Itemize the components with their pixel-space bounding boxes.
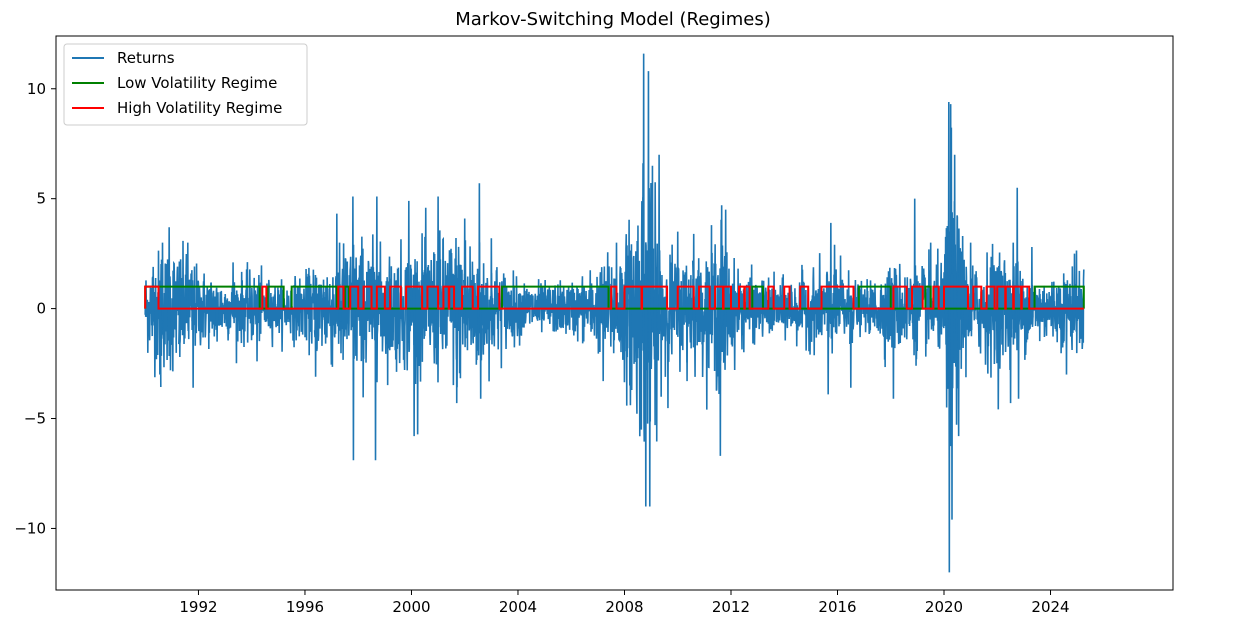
returns-spike (628, 250, 632, 386)
y-axis: 10 5 0 −5 −10 (14, 80, 56, 537)
y-tick-label: 0 (36, 300, 46, 318)
returns-spike (231, 262, 235, 317)
returns-spike (215, 294, 219, 342)
x-axis: 1992 1996 2000 2004 2008 2012 2016 2020 2024 (179, 590, 1070, 616)
returns-spike (1016, 284, 1021, 399)
returns-spike (454, 292, 459, 404)
returns-spike (691, 233, 696, 342)
x-tick-label: 2008 (605, 598, 643, 616)
returns-spike (373, 283, 378, 461)
returns-spike (1064, 295, 1069, 375)
returns-spike (944, 225, 949, 408)
returns-spike (657, 154, 661, 335)
legend-label: Low Volatility Regime (117, 74, 277, 92)
returns-spike (914, 299, 918, 366)
returns-line (144, 127, 1085, 447)
returns-spike (351, 196, 355, 328)
returns-spike (968, 242, 973, 330)
legend-box (63, 43, 308, 126)
x-tick-label: 2024 (1031, 598, 1069, 616)
returns-spike (407, 200, 411, 327)
plot-area (144, 53, 1085, 573)
returns-spike (462, 218, 467, 339)
returns-spike (436, 196, 440, 328)
returns-spike (313, 297, 318, 377)
x-tick-label: 2016 (818, 598, 856, 616)
series-low-volatility-regime (144, 285, 1085, 310)
returns-spike (151, 266, 155, 323)
returns-spike (160, 242, 165, 336)
returns-spike (653, 289, 657, 426)
x-tick-label: 2020 (925, 598, 963, 616)
returns-spike (644, 275, 648, 507)
returns-spike (960, 236, 965, 335)
x-tick-label: 1996 (286, 598, 324, 616)
returns-spike (186, 242, 190, 320)
returns-spike (650, 165, 655, 333)
returns-spike (928, 242, 933, 324)
returns-spike (478, 293, 483, 399)
high-volatility-regime-line (144, 285, 1084, 310)
returns-spike (337, 242, 342, 322)
y-tick-label: 10 (27, 80, 46, 98)
legend-label: Returns (117, 49, 175, 67)
returns-spike (489, 238, 494, 345)
returns-spike (956, 262, 961, 437)
returns-spike (675, 231, 680, 328)
y-tick-label: 5 (36, 190, 46, 208)
legend-label: High Volatility Regime (117, 99, 282, 117)
returns-spike (601, 295, 605, 382)
legend: Returns Low Volatility Regime High Volatil… (63, 43, 308, 126)
returns-spike (648, 188, 652, 507)
returns-spike (167, 227, 171, 349)
returns-spike (891, 289, 896, 399)
returns-spike (950, 273, 954, 520)
returns-spike (685, 265, 689, 382)
x-tick-label: 2000 (392, 598, 430, 616)
returns-spike (947, 220, 952, 573)
chart-title: Markov-Switching Model (Regimes) (455, 9, 770, 30)
y-tick-label: −5 (24, 410, 46, 428)
returns-spike (1072, 253, 1077, 318)
returns-spike (723, 209, 728, 370)
returns-spike (412, 287, 416, 437)
returns-spike (1008, 279, 1013, 404)
x-tick-label: 1992 (179, 598, 217, 616)
returns-spike (614, 242, 619, 329)
y-tick-label: −10 (14, 519, 46, 537)
returns-spike (191, 280, 195, 388)
x-tick-label: 2012 (712, 598, 750, 616)
returns-spike (351, 283, 356, 461)
x-tick-label: 2004 (499, 598, 537, 616)
low-volatility-regime-line (144, 285, 1085, 310)
plot-frame (55, 35, 1174, 591)
returns-spike (719, 205, 724, 326)
series-high-volatility-regime (144, 285, 1084, 310)
returns-spike (952, 154, 957, 335)
returns-spike (178, 284, 182, 357)
